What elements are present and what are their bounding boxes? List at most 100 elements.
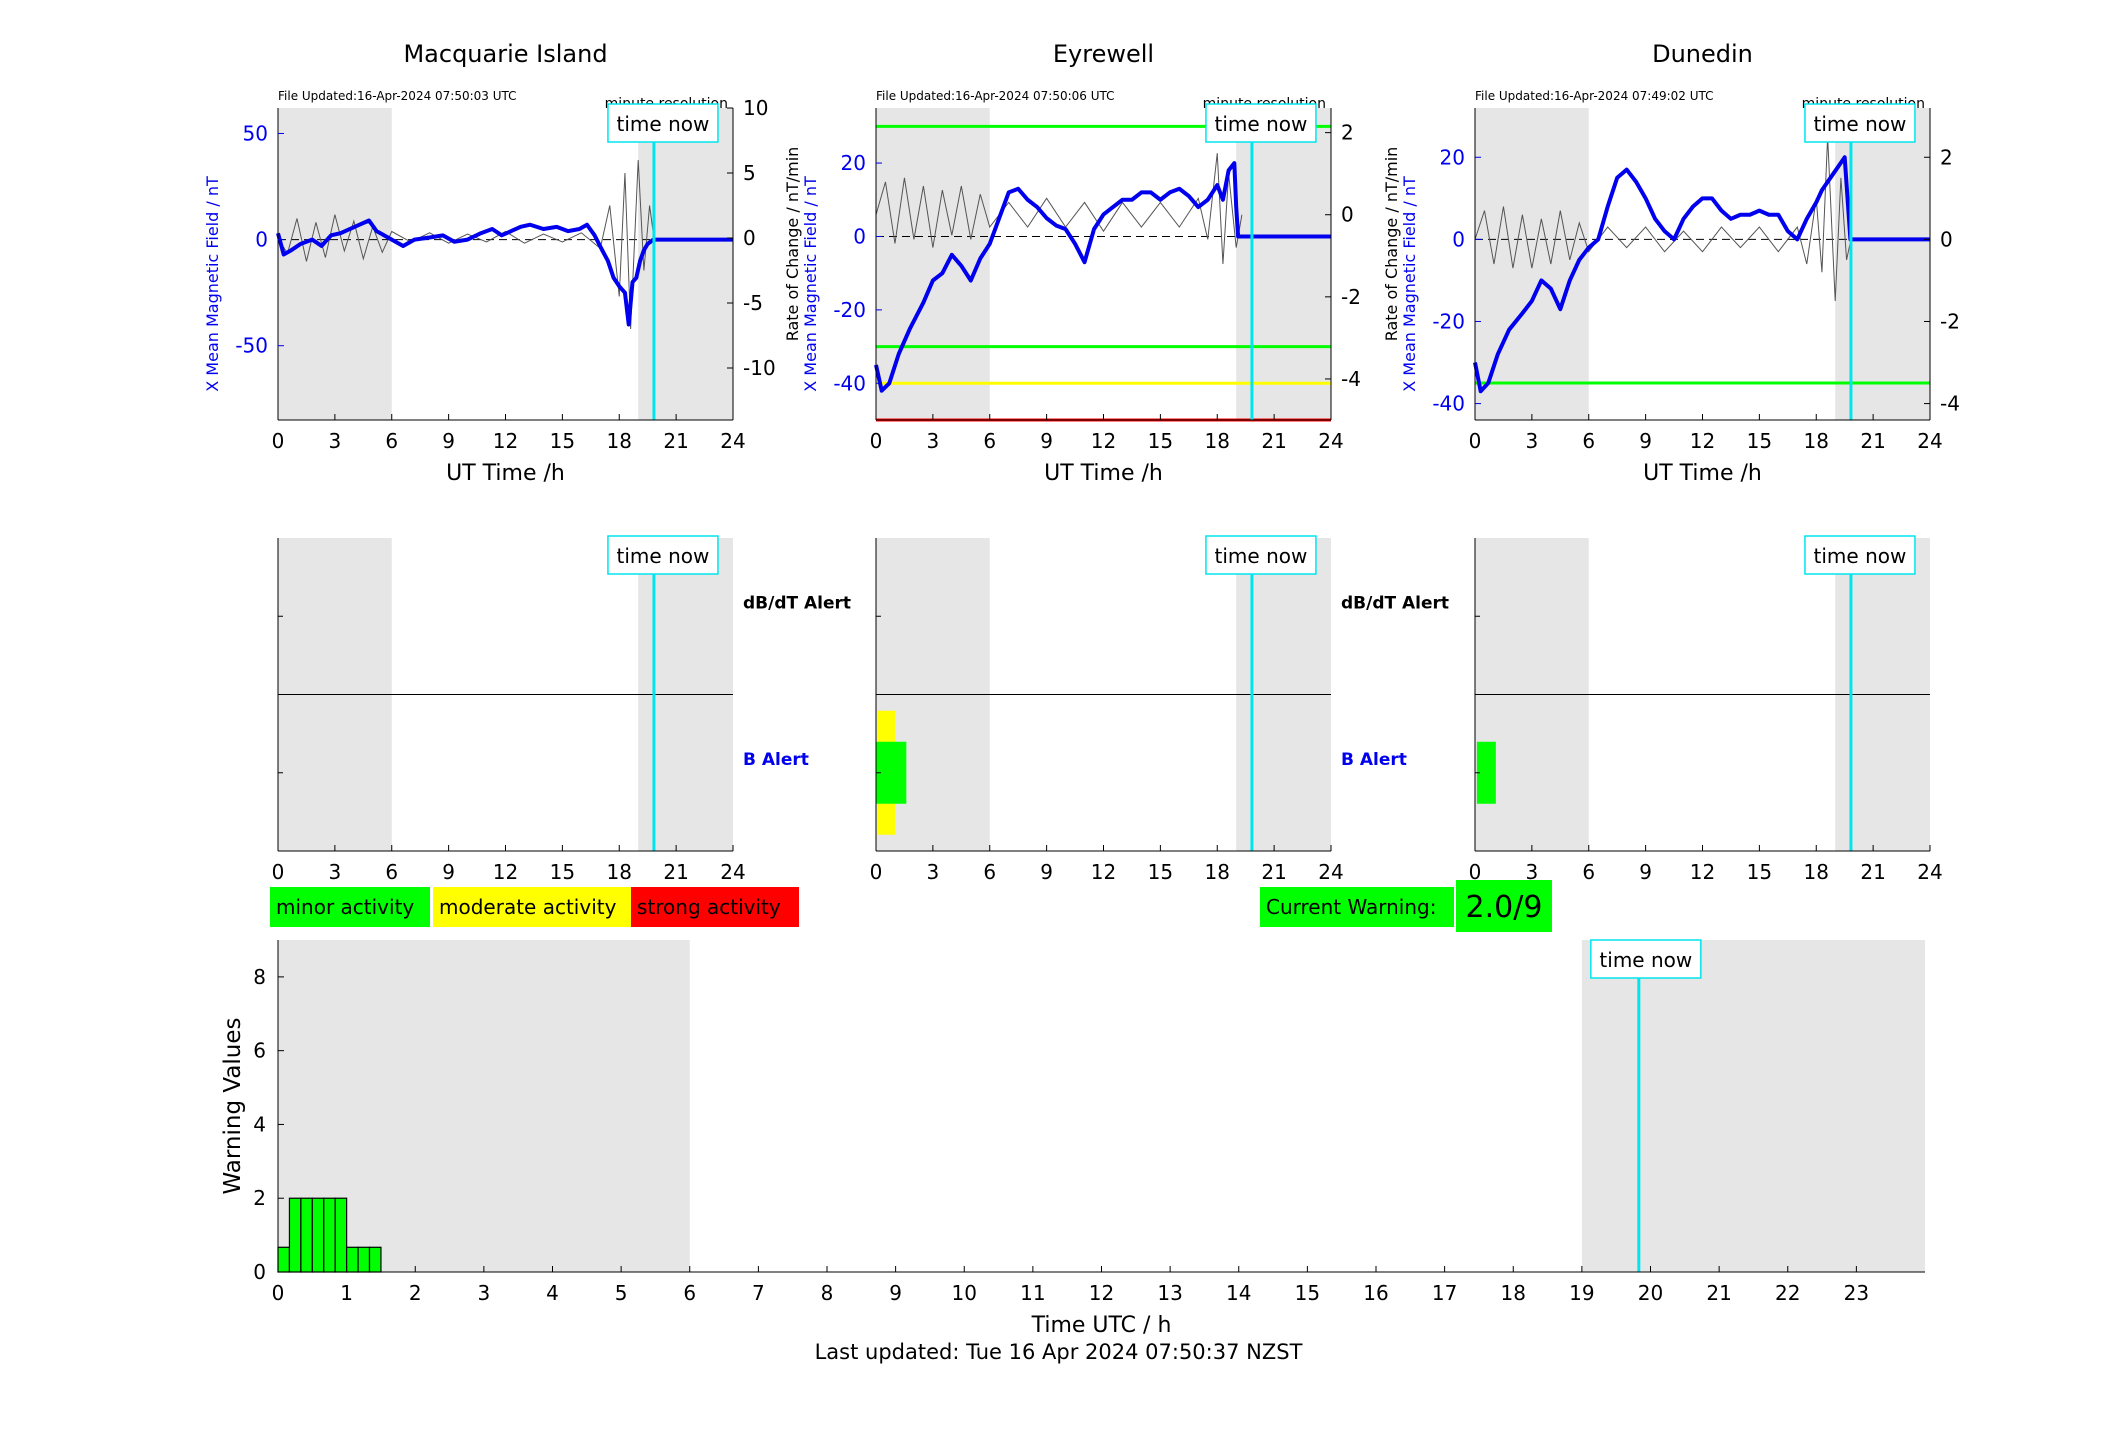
warning-bar — [334, 1197, 348, 1273]
x-tick-label: 6 — [385, 860, 398, 884]
y-left-tick-label: 50 — [243, 121, 268, 145]
x-tick-label: 21 — [663, 429, 688, 453]
time-now-box — [1205, 535, 1317, 575]
x-tick-label: 15 — [550, 860, 575, 884]
y-right-axis-label: Rate of Change / nT/min — [783, 147, 802, 342]
x-tick-label: 12 — [1091, 429, 1116, 453]
activity-legend: minor activity moderate activity strong ac… — [270, 887, 799, 927]
x-tick-label: 5 — [615, 1281, 628, 1305]
file-updated-text: File Updated:16-Apr-2024 07:50:06 UTC — [876, 89, 1115, 103]
y-left-tick-label: -40 — [1432, 392, 1465, 416]
x-tick-label: 7 — [752, 1281, 765, 1305]
y-right-tick-label: -10 — [743, 356, 776, 380]
warning-bar — [311, 1197, 325, 1273]
y-right-tick-label: 2 — [1940, 145, 1953, 169]
x-tick-label: 9 — [1040, 429, 1053, 453]
y-left-tick-label: -20 — [833, 298, 866, 322]
time-now-label: time now — [1814, 544, 1907, 568]
warning-bar — [300, 1197, 313, 1273]
x-tick-label: 11 — [1020, 1281, 1045, 1305]
y-left-axis-label: X Mean Magnetic Field / nT — [1400, 176, 1419, 392]
night-band — [1835, 108, 1930, 420]
y-right-tick-label: 0 — [743, 226, 756, 250]
x-tick-label: 0 — [272, 1281, 285, 1305]
y-left-tick-label: 20 — [1440, 145, 1465, 169]
file-updated-text: File Updated:16-Apr-2024 07:50:03 UTC — [278, 89, 517, 103]
x-tick-label: 18 — [607, 429, 632, 453]
x-tick-label: 3 — [1526, 860, 1539, 884]
y-left-tick-label: -50 — [235, 334, 268, 358]
x-tick-label: 21 — [1860, 860, 1885, 884]
y-right-tick-label: -4 — [1940, 392, 1960, 416]
b-alert-label: B Alert — [743, 750, 809, 770]
x-tick-label: 3 — [329, 860, 342, 884]
x-tick-label: 3 — [927, 429, 940, 453]
x-tick-label: 9 — [1040, 860, 1053, 884]
y-tick-label: 4 — [253, 1112, 266, 1136]
minor-activity-legend-text: minor activity — [276, 895, 414, 919]
x-tick-label: 22 — [1775, 1281, 1800, 1305]
x-tick-label: 4 — [546, 1281, 559, 1305]
x-tick-label: 12 — [1091, 860, 1116, 884]
b-alert-label: B Alert — [1341, 750, 1407, 770]
strong-activity-legend-swatch — [631, 887, 799, 927]
x-tick-label: 15 — [550, 429, 575, 453]
strong-activity-legend-text: strong activity — [637, 895, 781, 919]
time-now-label: time now — [1599, 948, 1692, 972]
x-tick-label: 3 — [1526, 429, 1539, 453]
warning-bar — [357, 1246, 371, 1273]
y-right-tick-label: -2 — [1940, 309, 1960, 333]
warning-bar — [346, 1246, 359, 1273]
x-tick-label: 6 — [385, 429, 398, 453]
station-panel-2: 0 3 6 9 12 15 18 21 24-40-20020-4-202EyrewellFil… — [783, 40, 1361, 486]
time-now-box — [1590, 939, 1702, 979]
y-axis-label: Warning Values — [220, 1017, 246, 1194]
x-tick-label: 0 — [1469, 429, 1482, 453]
x-tick-label: 0 — [272, 429, 285, 453]
x-tick-label: 8 — [821, 1281, 834, 1305]
x-tick-label: 21 — [663, 860, 688, 884]
y-right-axis-label: Rate of Change / nT/min — [1382, 147, 1401, 342]
x-tick-label: 18 — [607, 860, 632, 884]
station-title: Eyrewell — [1053, 40, 1154, 68]
x-tick-label: 24 — [720, 860, 745, 884]
x-tick-label: 18 — [1804, 429, 1829, 453]
x-tick-label: 12 — [1690, 860, 1715, 884]
x-tick-label: 15 — [1148, 860, 1173, 884]
alert-panel-2: 0 3 6 9 12 15 18 21 24 dB/dT Alert B Alert time now — [870, 535, 1449, 884]
x-tick-label: 24 — [1917, 860, 1942, 884]
y-tick-label: 2 — [253, 1186, 266, 1210]
dbdt-alert-label: dB/dT Alert — [1341, 593, 1449, 613]
x-tick-label: 12 — [1690, 429, 1715, 453]
magnetic-field-series — [874, 161, 1331, 393]
y-right-tick-label: 0 — [1341, 203, 1354, 227]
x-tick-label: 18 — [1205, 860, 1230, 884]
x-tick-label: 9 — [442, 860, 455, 884]
magnetic-field-series — [276, 218, 733, 327]
minor-activity-legend-swatch — [270, 887, 430, 927]
time-now-label: time now — [617, 544, 710, 568]
moderate-activity-legend-swatch — [433, 887, 631, 927]
x-tick-label: 9 — [889, 1281, 902, 1305]
warning-bar — [368, 1246, 382, 1273]
b-alert-green — [876, 741, 907, 804]
x-tick-label: 12 — [493, 429, 518, 453]
x-tick-label: 21 — [1706, 1281, 1731, 1305]
y-left-axis-label: X Mean Magnetic Field / nT — [203, 176, 222, 392]
y-right-tick-label: -2 — [1341, 285, 1361, 309]
x-tick-label: 9 — [1639, 860, 1652, 884]
x-tick-label: 15 — [1148, 429, 1173, 453]
x-tick-label: 3 — [927, 860, 940, 884]
y-left-tick-label: -20 — [1432, 309, 1465, 333]
current-warning-value: 2.0/9 — [1466, 890, 1543, 925]
station-title: Macquarie Island — [403, 40, 607, 68]
y-left-tick-label: 0 — [255, 228, 268, 252]
last-updated-text: Last updated: Tue 16 Apr 2024 07:50:37 N… — [814, 1340, 1303, 1364]
y-tick-label: 8 — [253, 965, 266, 989]
x-tick-label: 2 — [409, 1281, 422, 1305]
x-tick-label: 12 — [1089, 1281, 1114, 1305]
x-tick-label: 20 — [1638, 1281, 1663, 1305]
x-tick-label: 6 — [1582, 860, 1595, 884]
x-tick-label: 3 — [329, 429, 342, 453]
night-band — [1581, 940, 1925, 1272]
